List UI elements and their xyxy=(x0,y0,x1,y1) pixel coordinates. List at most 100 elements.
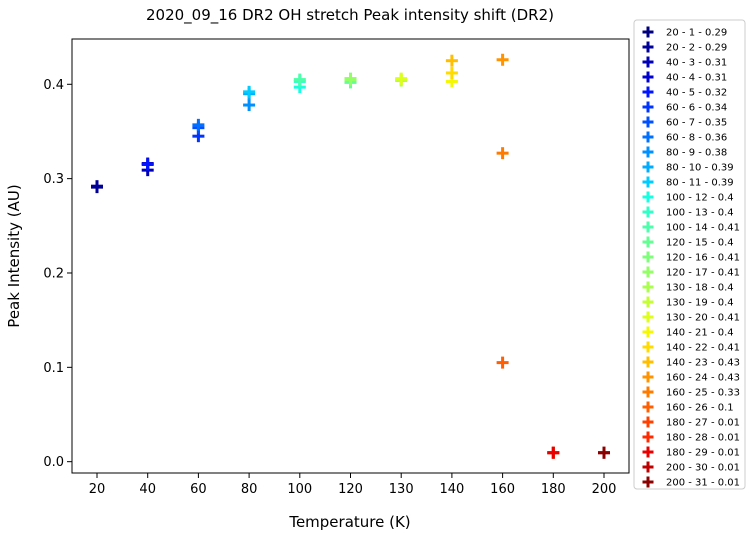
legend-entry: 80 - 9 - 0.38 xyxy=(642,146,727,159)
legend-entry: 180 - 28 - 0.01 xyxy=(642,431,740,444)
legend-label: 120 - 16 - 0.41 xyxy=(666,253,740,264)
y-tick-label: 0.3 xyxy=(43,172,64,187)
data-point-26 xyxy=(496,356,509,369)
legend-entry: 180 - 27 - 0.01 xyxy=(642,416,740,429)
data-points xyxy=(91,53,610,459)
legend-marker xyxy=(642,386,654,398)
legend-marker xyxy=(642,266,654,278)
legend-marker xyxy=(642,176,654,188)
legend-entry: 160 - 25 - 0.33 xyxy=(642,386,740,399)
legend-marker xyxy=(642,416,654,428)
legend-entry: 140 - 22 - 0.41 xyxy=(642,341,740,354)
x-tick-label: 120 xyxy=(338,482,363,497)
legend-label: 60 - 6 - 0.34 xyxy=(666,103,727,114)
legend-label: 40 - 4 - 0.31 xyxy=(666,73,727,84)
legend-marker xyxy=(642,401,654,413)
data-point-5 xyxy=(141,158,154,171)
legend-marker xyxy=(642,206,654,218)
legend-marker xyxy=(642,221,654,233)
legend-marker xyxy=(642,341,654,353)
legend-label: 140 - 21 - 0.4 xyxy=(666,328,734,339)
legend-frame xyxy=(633,19,746,490)
legend-label: 130 - 18 - 0.4 xyxy=(666,283,734,294)
legend-label: 80 - 11 - 0.39 xyxy=(666,178,734,189)
legend-entry: 40 - 4 - 0.31 xyxy=(642,71,727,84)
legend-marker xyxy=(642,146,654,158)
y-tick-label: 0.1 xyxy=(43,361,64,376)
data-point-29 xyxy=(547,446,560,459)
legend-entry: 60 - 6 - 0.34 xyxy=(642,101,727,114)
x-tick-label: 20 xyxy=(89,482,106,497)
legend-entry: 160 - 26 - 0.1 xyxy=(642,401,734,414)
y-tick-label: 0.2 xyxy=(43,266,64,281)
legend-entry: 80 - 11 - 0.39 xyxy=(642,176,734,189)
y-tick-label: 0.0 xyxy=(43,455,64,470)
legend-label: 20 - 1 - 0.29 xyxy=(666,28,727,39)
legend-marker xyxy=(642,86,654,98)
legend-entry: 160 - 24 - 0.43 xyxy=(642,371,740,384)
legend-label: 180 - 28 - 0.01 xyxy=(666,433,740,444)
x-tick-label: 180 xyxy=(541,482,566,497)
legend-entry: 130 - 18 - 0.4 xyxy=(642,281,734,294)
legend-entry: 180 - 29 - 0.01 xyxy=(642,446,740,459)
legend-marker xyxy=(642,311,654,323)
legend-marker xyxy=(642,446,654,458)
legend-entry: 20 - 2 - 0.29 xyxy=(642,41,727,54)
x-tick-label: 60 xyxy=(190,482,207,497)
legend-entry: 120 - 17 - 0.41 xyxy=(642,266,740,279)
legend-entry: 80 - 10 - 0.39 xyxy=(642,161,734,174)
x-tick-label: 100 xyxy=(287,482,312,497)
legend-entry: 100 - 13 - 0.4 xyxy=(642,206,734,219)
legend-marker xyxy=(642,131,654,143)
legend-label: 200 - 30 - 0.01 xyxy=(666,463,740,474)
legend-label: 80 - 9 - 0.38 xyxy=(666,148,727,159)
data-point-23 xyxy=(445,54,458,67)
legend: 20 - 1 - 0.29 20 - 2 - 0.29 40 - 3 - 0.31 4… xyxy=(633,19,746,490)
legend-marker xyxy=(642,281,654,293)
chart-title: 2020_09_16 DR2 OH stretch Peak intensity… xyxy=(146,6,554,25)
legend-label: 160 - 24 - 0.43 xyxy=(666,373,740,384)
plot-frame xyxy=(71,38,630,474)
legend-marker xyxy=(642,161,654,173)
data-point-11 xyxy=(243,85,256,98)
legend-entry: 100 - 14 - 0.41 xyxy=(642,221,740,234)
legend-entry: 120 - 16 - 0.41 xyxy=(642,251,740,264)
legend-entry: 140 - 21 - 0.4 xyxy=(642,326,734,339)
legend-entry: 120 - 15 - 0.4 xyxy=(642,236,734,249)
legend-entry: 20 - 1 - 0.29 xyxy=(642,26,727,39)
legend-marker xyxy=(642,326,654,338)
x-tick-label: 160 xyxy=(490,482,515,497)
legend-entry: 130 - 20 - 0.41 xyxy=(642,311,740,324)
data-point-24 xyxy=(496,53,509,66)
legend-label: 100 - 12 - 0.4 xyxy=(666,193,734,204)
plot-area: 20 40 60 80 100 120 130 140 160 180 200 0.00.10.20… xyxy=(43,38,630,497)
x-tick-label: 200 xyxy=(592,482,617,497)
legend-entry: 200 - 31 - 0.01 xyxy=(642,476,740,489)
legend-label: 140 - 22 - 0.41 xyxy=(666,343,740,354)
legend-label: 130 - 20 - 0.41 xyxy=(666,313,740,324)
data-point-31 xyxy=(598,446,610,459)
x-tick-label: 80 xyxy=(241,482,258,497)
data-point-17 xyxy=(344,73,357,86)
legend-label: 20 - 2 - 0.29 xyxy=(666,43,727,54)
legend-label: 180 - 29 - 0.01 xyxy=(666,448,740,459)
legend-marker xyxy=(642,116,654,128)
data-point-22 xyxy=(445,66,458,79)
legend-label: 160 - 26 - 0.1 xyxy=(666,403,734,414)
legend-marker xyxy=(642,371,654,383)
legend-entry: 40 - 5 - 0.32 xyxy=(642,86,727,99)
legend-label: 140 - 23 - 0.43 xyxy=(666,358,740,369)
legend-entry: 130 - 19 - 0.4 xyxy=(642,296,734,309)
legend-marker xyxy=(642,461,654,473)
y-tick-label: 0.4 xyxy=(43,78,64,93)
legend-label: 180 - 27 - 0.01 xyxy=(666,418,740,429)
legend-entry: 100 - 12 - 0.4 xyxy=(642,191,734,204)
data-point-9 xyxy=(243,99,256,112)
y-axis-label: Peak Intensity (AU) xyxy=(5,184,23,327)
legend-label: 200 - 31 - 0.01 xyxy=(666,478,740,489)
legend-marker xyxy=(642,71,654,83)
legend-label: 60 - 8 - 0.36 xyxy=(666,133,727,144)
x-tick-label: 40 xyxy=(139,482,156,497)
legend-marker xyxy=(642,26,654,38)
legend-marker xyxy=(642,236,654,248)
